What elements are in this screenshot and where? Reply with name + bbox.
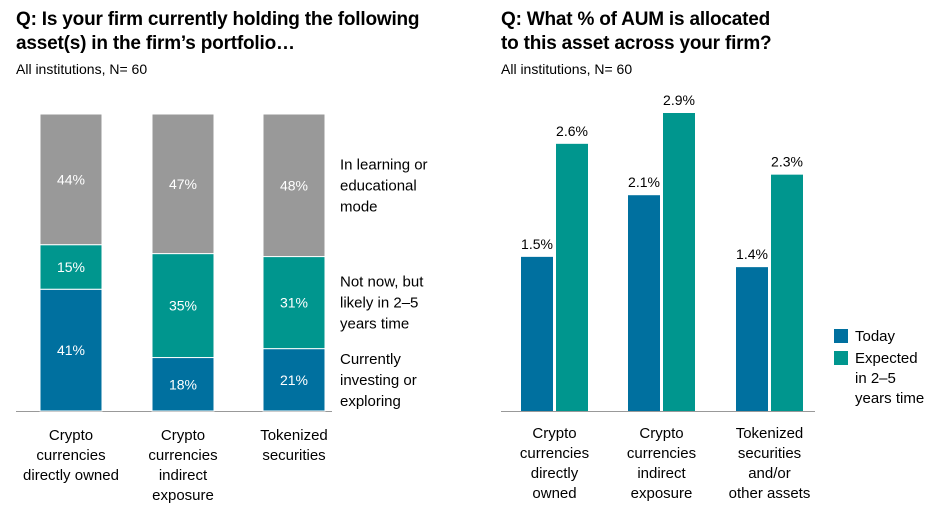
aum-allocation-panel: Q: What % of AUM is allocated to this as… bbox=[470, 0, 944, 512]
legend-swatch bbox=[834, 351, 848, 365]
stacked-bar-chart: 41% 15% 44% Crypto currencies directly owned 1… bbox=[16, 113, 428, 504]
left-title-line-1: Q: Is your firm currently holding the fo… bbox=[16, 9, 420, 30]
right-chart-subtitle: All institutions, N= 60 bbox=[501, 61, 633, 77]
holding-assets-panel: Q: Is your firm currently holding the fo… bbox=[0, 0, 470, 512]
legend-label: In learning or educational mode bbox=[340, 156, 428, 215]
right-title-line-2: to this asset across your firm? bbox=[501, 33, 772, 54]
segment-value-label: 21% bbox=[280, 372, 308, 388]
bar-value-label: 1.5% bbox=[521, 236, 553, 252]
category-label: Crypto currencies indirect exposure bbox=[627, 425, 696, 502]
category-label: Crypto currencies directly owned bbox=[520, 425, 589, 502]
segment-value-label: 47% bbox=[169, 176, 197, 192]
stacked-bar-segment bbox=[262, 113, 326, 258]
stacked-bar-segment bbox=[151, 253, 215, 359]
segment-value-label: 44% bbox=[57, 171, 85, 187]
category-label: Tokenized securities and/or other assets bbox=[729, 425, 811, 502]
legend-label: Today bbox=[855, 328, 896, 345]
stacked-bar-segment bbox=[262, 256, 326, 350]
right-title-line-1: Q: What % of AUM is allocated bbox=[501, 9, 771, 30]
bar-value-label: 1.4% bbox=[736, 246, 768, 262]
bar-value-label: 2.3% bbox=[771, 154, 803, 170]
grouped-bar-chart: 1.5% 2.6% Crypto currencies directly owned 2.1… bbox=[501, 92, 924, 502]
grouped-bar bbox=[736, 267, 768, 411]
segment-value-label: 35% bbox=[169, 298, 197, 314]
left-title-line-2: asset(s) in the firm’s portfolio… bbox=[16, 33, 295, 54]
legend-label: Not now, but likely in 2–5 years time bbox=[340, 274, 424, 333]
bar-value-label: 2.9% bbox=[663, 92, 695, 108]
grouped-bar bbox=[771, 174, 803, 411]
segment-value-label: 48% bbox=[280, 177, 308, 193]
right-chart-title: Q: What % of AUM is allocated to this as… bbox=[501, 8, 772, 56]
stacked-bar-segment bbox=[39, 244, 103, 290]
segment-value-label: 15% bbox=[57, 259, 85, 275]
stacked-bar-segment bbox=[39, 113, 103, 246]
grouped-bar bbox=[663, 113, 695, 411]
category-label: Crypto currencies indirect exposure bbox=[148, 427, 217, 504]
bar-value-label: 2.1% bbox=[628, 174, 660, 190]
stacked-bar-segment bbox=[151, 113, 215, 255]
grouped-bar bbox=[628, 195, 660, 411]
stacked-bar-segment bbox=[39, 288, 103, 412]
segment-value-label: 31% bbox=[280, 295, 308, 311]
legend-label: Currently investing or exploring bbox=[340, 351, 417, 410]
segment-value-label: 18% bbox=[169, 376, 197, 392]
category-label: Crypto currencies directly owned bbox=[23, 427, 119, 484]
left-chart-title: Q: Is your firm currently holding the fo… bbox=[16, 8, 420, 56]
segment-value-label: 41% bbox=[57, 342, 85, 358]
grouped-bar bbox=[556, 143, 588, 412]
left-chart-subtitle: All institutions, N= 60 bbox=[16, 61, 148, 77]
stacked-bar-segment bbox=[262, 348, 326, 412]
legend-swatch bbox=[834, 329, 848, 343]
bar-value-label: 2.6% bbox=[556, 123, 588, 139]
grouped-bar bbox=[521, 256, 553, 411]
category-label: Tokenized securities bbox=[260, 427, 328, 464]
legend-label: Expected in 2–5 years time bbox=[855, 350, 924, 407]
